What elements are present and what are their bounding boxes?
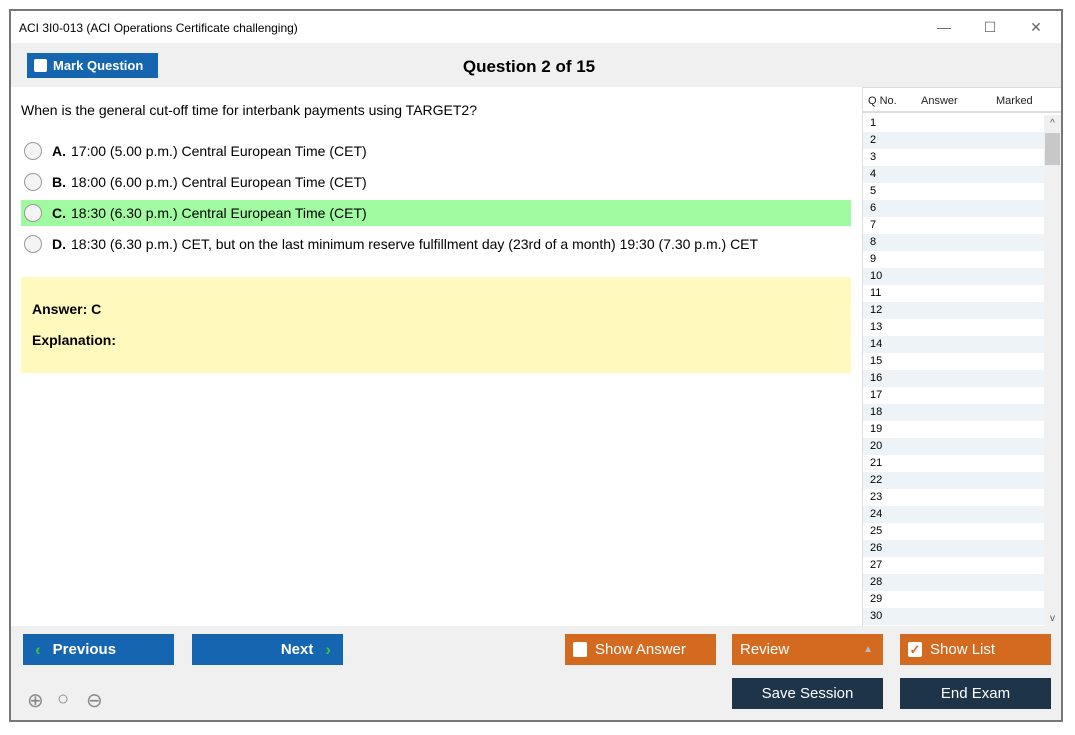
show-answer-button[interactable]: Show Answer bbox=[565, 634, 716, 665]
app-window: ACI 3I0-013 (ACI Operations Certificate … bbox=[9, 9, 1063, 722]
list-row[interactable]: 19 bbox=[870, 423, 883, 435]
list-row[interactable]: 7 bbox=[870, 219, 877, 231]
list-row[interactable]: 22 bbox=[863, 472, 1044, 489]
option-b[interactable]: B. 18:00 (6.00 p.m.) Central European Tim… bbox=[21, 169, 851, 195]
list-scrollbar[interactable]: ^ v bbox=[1044, 115, 1061, 626]
list-row[interactable]: 27 bbox=[870, 559, 883, 571]
list-row[interactable]: 4 bbox=[863, 166, 1044, 183]
radio-button[interactable] bbox=[24, 173, 42, 191]
scroll-up-icon[interactable]: ^ bbox=[1050, 118, 1055, 129]
option-letter: B. bbox=[52, 174, 66, 190]
scroll-down-icon[interactable]: v bbox=[1050, 613, 1055, 624]
chevron-right-icon: › bbox=[325, 639, 331, 659]
list-row[interactable]: 21 bbox=[870, 457, 883, 469]
list-row[interactable]: 18 bbox=[863, 404, 1044, 421]
previous-label: Previous bbox=[52, 641, 117, 658]
scrollbar-thumb[interactable] bbox=[1045, 133, 1060, 165]
list-row[interactable]: 29 bbox=[870, 593, 883, 605]
minimize-button[interactable]: — bbox=[937, 19, 951, 35]
answer-box: Answer: C Explanation: bbox=[21, 277, 851, 373]
option-letter: A. bbox=[52, 143, 66, 159]
list-row[interactable]: 12 bbox=[863, 302, 1044, 319]
list-row[interactable]: 25 bbox=[870, 525, 883, 537]
option-c[interactable]: C. 18:30 (6.30 p.m.) Central European Tim… bbox=[21, 200, 851, 226]
option-letter: D. bbox=[52, 236, 66, 252]
option-text: 18:30 (6.30 p.m.) Central European Time … bbox=[71, 205, 367, 221]
list-row[interactable]: 3 bbox=[870, 151, 877, 163]
question-list: Q No. Answer Marked 1 2 3 4 5 6 7 8 9 10 11 12 13 14 1… bbox=[862, 87, 1061, 626]
answer-label: Answer: C bbox=[32, 301, 102, 317]
review-dropdown[interactable]: Review ▲ bbox=[732, 634, 883, 665]
show-answer-label: Show Answer bbox=[595, 641, 686, 658]
end-exam-button[interactable]: End Exam bbox=[900, 678, 1051, 709]
checkbox-checked-icon: ✓ bbox=[908, 642, 922, 657]
checkbox-icon bbox=[34, 59, 47, 72]
show-list-label: Show List bbox=[930, 641, 996, 658]
mark-question-button[interactable]: Mark Question bbox=[27, 53, 158, 78]
list-header: Q No. Answer Marked bbox=[863, 87, 1061, 113]
option-text: 17:00 (5.00 p.m.) Central European Time … bbox=[71, 143, 367, 159]
list-row[interactable]: 16 bbox=[863, 370, 1044, 387]
next-label: Next bbox=[280, 641, 314, 658]
list-row[interactable]: 28 bbox=[863, 574, 1044, 591]
list-row[interactable]: 9 bbox=[870, 253, 877, 265]
list-row[interactable]: 14 bbox=[863, 336, 1044, 353]
caret-up-icon: ▲ bbox=[863, 644, 873, 655]
list-row[interactable]: 8 bbox=[863, 234, 1044, 251]
header-marked[interactable]: Marked bbox=[996, 95, 1033, 107]
checkbox-icon bbox=[573, 642, 587, 657]
option-letter: C. bbox=[52, 205, 66, 221]
list-row[interactable]: 26 bbox=[863, 540, 1044, 557]
toolbar: Mark Question Question 2 of 15 bbox=[11, 43, 1061, 87]
previous-button[interactable]: ‹ Previous bbox=[23, 634, 174, 665]
list-row[interactable]: 11 bbox=[870, 287, 882, 299]
list-row[interactable]: 17 bbox=[870, 389, 883, 401]
question-pane: When is the general cut-off time for int… bbox=[11, 87, 862, 626]
list-row[interactable]: 2 bbox=[863, 132, 1044, 149]
title-bar: ACI 3I0-013 (ACI Operations Certificate … bbox=[11, 11, 1061, 43]
header-answer[interactable]: Answer bbox=[921, 95, 958, 107]
list-row[interactable]: 30 bbox=[863, 608, 1044, 625]
option-a[interactable]: A. 17:00 (5.00 p.m.) Central European Tim… bbox=[21, 138, 851, 164]
zoom-in-icon[interactable]: ⊕ bbox=[27, 690, 44, 712]
window-title: ACI 3I0-013 (ACI Operations Certificate … bbox=[19, 21, 298, 35]
list-row[interactable]: 5 bbox=[870, 185, 877, 197]
chevron-left-icon: ‹ bbox=[35, 639, 41, 659]
option-text: 18:00 (6.00 p.m.) Central European Time … bbox=[71, 174, 367, 190]
zoom-reset-icon[interactable]: ○ bbox=[57, 688, 70, 710]
explanation-label: Explanation: bbox=[32, 332, 117, 348]
close-button[interactable]: ✕ bbox=[1030, 19, 1042, 35]
list-row[interactable]: 13 bbox=[870, 321, 883, 333]
list-row[interactable]: 6 bbox=[863, 200, 1044, 217]
save-session-button[interactable]: Save Session bbox=[732, 678, 883, 709]
radio-button[interactable] bbox=[24, 235, 42, 253]
list-row[interactable]: 15 bbox=[870, 355, 883, 367]
list-row[interactable]: 24 bbox=[863, 506, 1044, 523]
mark-question-label: Mark Question bbox=[53, 58, 144, 73]
maximize-button[interactable]: ☐ bbox=[983, 19, 997, 35]
question-text: When is the general cut-off time for int… bbox=[21, 102, 477, 118]
next-button[interactable]: Next › bbox=[192, 634, 343, 665]
header-qno[interactable]: Q No. bbox=[868, 95, 897, 107]
option-text: 18:30 (6.30 p.m.) CET, but on the last m… bbox=[71, 236, 759, 252]
show-list-button[interactable]: ✓ Show List bbox=[900, 634, 1051, 665]
list-row[interactable]: 23 bbox=[870, 491, 883, 503]
list-row[interactable]: 10 bbox=[863, 268, 1044, 285]
radio-button[interactable] bbox=[24, 142, 42, 160]
option-d[interactable]: D. 18:30 (6.30 p.m.) CET, but on the last… bbox=[21, 231, 851, 257]
review-label: Review bbox=[740, 641, 790, 658]
radio-button[interactable] bbox=[24, 204, 42, 222]
list-row[interactable]: 1 bbox=[870, 117, 877, 129]
list-row[interactable]: 20 bbox=[863, 438, 1044, 455]
question-counter: Question 2 of 15 bbox=[462, 57, 596, 76]
zoom-out-icon[interactable]: ⊖ bbox=[86, 690, 103, 712]
